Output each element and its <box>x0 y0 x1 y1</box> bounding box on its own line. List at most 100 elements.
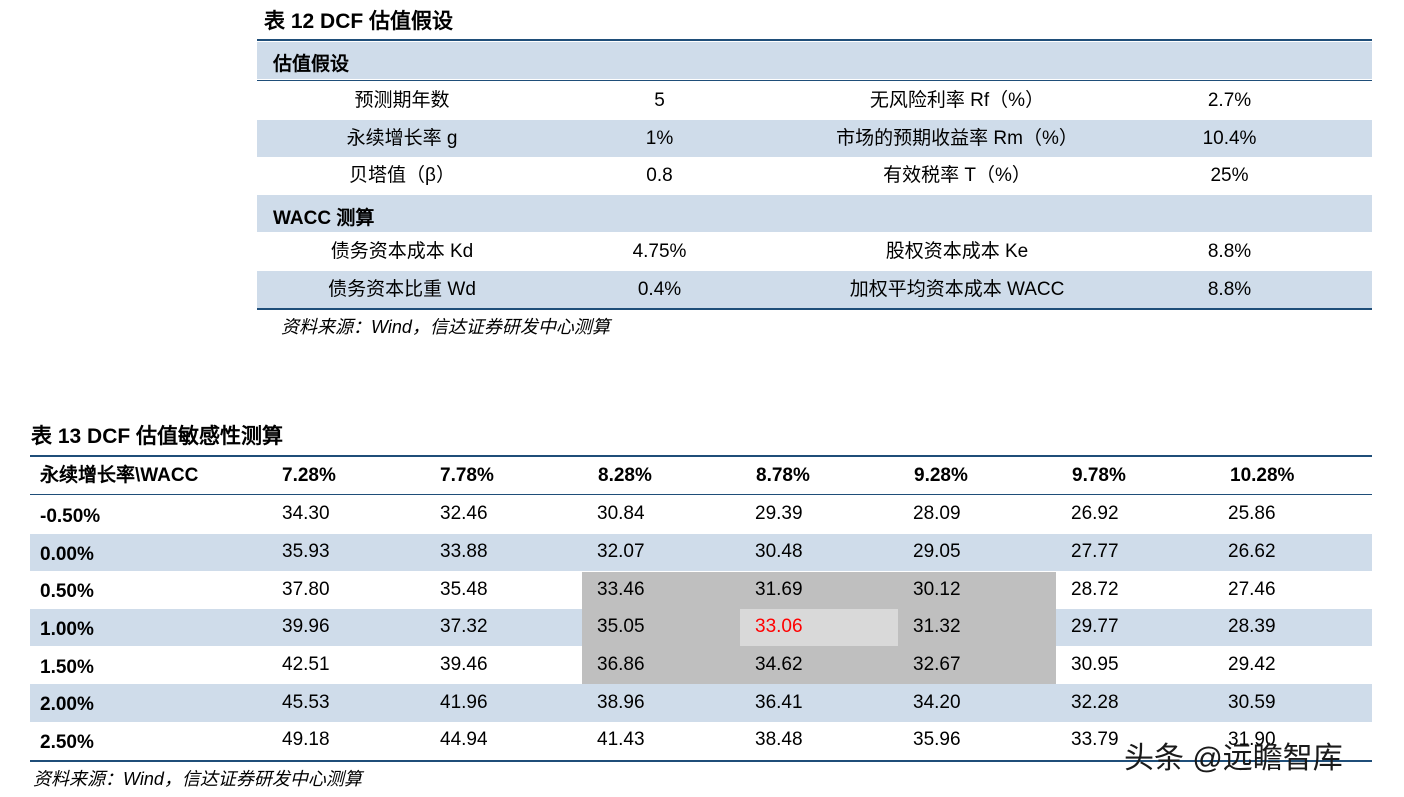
table13-row-label: 1.00% <box>40 619 94 640</box>
table13-cell: 36.86 <box>597 654 645 675</box>
table13-cell: 45.53 <box>282 692 330 713</box>
table13-cell: 30.84 <box>597 503 645 524</box>
table12-label1: 预测期年数 <box>354 90 450 111</box>
watermark: 头条 @远瞻智库 <box>1124 742 1343 775</box>
table12-value1: 0.8 <box>646 165 673 186</box>
table13-cell: 38.96 <box>597 692 645 713</box>
table13-cell base-case-value: 33.06 <box>755 616 803 637</box>
table12-label2: 无风险利率 Rf（%） <box>869 90 1045 111</box>
table12-label2: 有效税率 T（%） <box>883 165 1031 186</box>
table13-cell: 35.96 <box>913 729 961 750</box>
table13-col-header: 7.78% <box>440 465 494 486</box>
table13-header-rule <box>30 494 1372 495</box>
table12-bottom-rule <box>257 308 1372 310</box>
table13-cell: 25.86 <box>1228 503 1276 524</box>
table12-row-0: 预测期年数 5 无风险利率 Rf（%） 2.7% <box>257 82 1372 119</box>
table13-cell: 33.88 <box>440 541 488 562</box>
table13-row-label: -0.50% <box>40 506 101 527</box>
table12-value2: 25% <box>1210 165 1249 186</box>
table13-row-label: 2.00% <box>40 694 94 715</box>
table13-band <box>30 534 1372 571</box>
table12-value1: 5 <box>654 90 665 111</box>
table12-row-4: 债务资本比重 Wd 0.4% 加权平均资本成本 WACC 8.8% <box>257 271 1372 308</box>
base-case-cell <box>740 609 898 646</box>
table13-cell: 32.46 <box>440 503 488 524</box>
table13-cell: 30.95 <box>1071 654 1119 675</box>
table13-row-label: 2.50% <box>40 732 94 753</box>
table13-col-header: 10.28% <box>1230 465 1295 486</box>
table12-row-2: 贝塔值（β） 0.8 有效税率 T（%） 25% <box>257 157 1372 194</box>
table13-cell: 37.80 <box>282 579 330 600</box>
table13-cell: 32.07 <box>597 541 645 562</box>
table13-col-header: 7.28% <box>282 465 336 486</box>
table13-band <box>30 684 1372 722</box>
table12-section1-row <box>257 42 1372 79</box>
table12-section2-row <box>257 195 1372 232</box>
table13-cell: 26.62 <box>1228 541 1276 562</box>
table12-label2: 股权资本成本 Ke <box>885 241 1029 262</box>
table13-cell: 29.39 <box>755 503 803 524</box>
table13-cell: 28.09 <box>913 503 961 524</box>
table13-cell: 49.18 <box>282 729 330 750</box>
table13-cell: 41.43 <box>597 729 645 750</box>
table13-cell: 31.90 <box>1228 729 1276 750</box>
table13-cell: 39.96 <box>282 616 330 637</box>
table13-row-label: 0.00% <box>40 544 94 565</box>
table12-label1: 永续增长率 g <box>346 128 458 149</box>
table13-cell: 29.77 <box>1071 616 1119 637</box>
table13-cell: 39.46 <box>440 654 488 675</box>
table12-source: 资料来源：Wind，信达证券研发中心测算 <box>281 317 610 337</box>
table12-label1: 债务资本比重 Wd <box>328 279 476 300</box>
table13-header-row: 永续增长率\WACC 7.28% 7.78% 8.28% 8.78% 9.28%… <box>30 457 1372 495</box>
table13-cell: 26.92 <box>1071 503 1119 524</box>
table12-label1: 债务资本成本 Kd <box>330 241 474 262</box>
table13-col-header: 9.78% <box>1072 465 1126 486</box>
table12-value1: 4.75% <box>632 241 687 262</box>
table12-row-3: 债务资本成本 Kd 4.75% 股权资本成本 Ke 8.8% <box>257 233 1372 270</box>
table13-title: 表 13 DCF 估值敏感性测算 <box>31 425 284 448</box>
table13-cell: 30.12 <box>913 579 961 600</box>
table13-cell: 44.94 <box>440 729 488 750</box>
table12-value2: 8.8% <box>1207 279 1252 300</box>
table12-row-1: 永续增长率 g 1% 市场的预期收益率 Rm（%） 10.4% <box>257 120 1372 157</box>
table13-cell: 35.93 <box>282 541 330 562</box>
table12-value2: 10.4% <box>1202 128 1257 149</box>
table12-value1: 0.4% <box>637 279 682 300</box>
table13-col-header: 8.28% <box>598 465 652 486</box>
table13-col-header: 8.78% <box>756 465 810 486</box>
table13-band <box>30 495 1372 533</box>
table13-cell: 35.48 <box>440 579 488 600</box>
table12-label2: 加权平均资本成本 WACC <box>849 279 1065 300</box>
table13-row-label: 1.50% <box>40 657 94 678</box>
table13-cell: 32.67 <box>913 654 961 675</box>
table13-cell: 31.69 <box>755 579 803 600</box>
table12-title: 表 12 DCF 估值假设 <box>264 10 454 33</box>
table13-cell: 37.32 <box>440 616 488 637</box>
table13-cell: 33.79 <box>1071 729 1119 750</box>
table13-cell: 34.30 <box>282 503 330 524</box>
table12-value1: 1% <box>645 128 674 149</box>
table13-cell: 27.46 <box>1228 579 1276 600</box>
table12-label1: 贝塔值（β） <box>349 165 455 186</box>
table13-cell: 34.20 <box>913 692 961 713</box>
table13-top-rule <box>30 455 1372 457</box>
table13-cell: 33.46 <box>597 579 645 600</box>
table13-cell: 41.96 <box>440 692 488 713</box>
table13-cell: 38.48 <box>755 729 803 750</box>
table12-value2: 8.8% <box>1207 241 1252 262</box>
table13-bottom-rule <box>30 760 1372 762</box>
table13-cell: 31.32 <box>913 616 961 637</box>
table13-cell: 42.51 <box>282 654 330 675</box>
table13-cell: 30.59 <box>1228 692 1276 713</box>
table12-label2: 市场的预期收益率 Rm（%） <box>836 128 1078 149</box>
table12-section1-heading: 估值假设 <box>273 54 350 75</box>
table12-value2: 2.7% <box>1207 90 1252 111</box>
table12-top-rule <box>257 39 1372 41</box>
table13-cell: 27.77 <box>1071 541 1119 562</box>
table13-cell: 28.39 <box>1228 616 1276 637</box>
table13-cell: 29.05 <box>913 541 961 562</box>
table13-cell: 28.72 <box>1071 579 1119 600</box>
table13-cell: 36.41 <box>755 692 803 713</box>
table13-cell: 29.42 <box>1228 654 1276 675</box>
table13-col-header: 9.28% <box>914 465 968 486</box>
